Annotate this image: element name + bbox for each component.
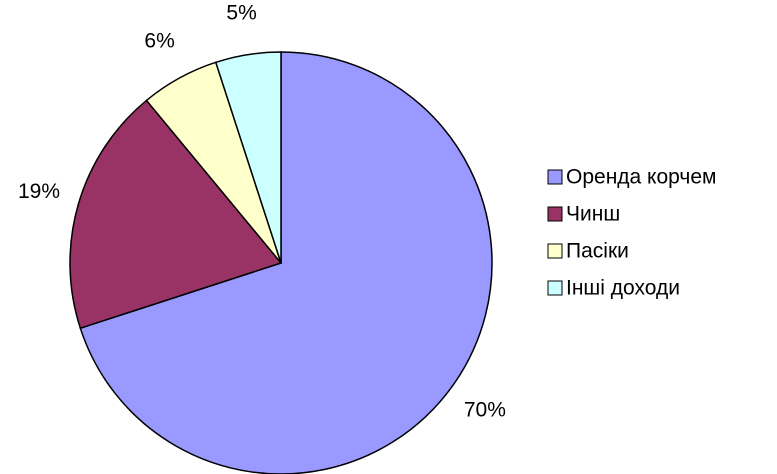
legend-swatch	[547, 169, 563, 185]
data-label: 19%	[18, 180, 60, 203]
legend-swatch	[547, 243, 563, 259]
legend-label: Інші доходи	[566, 277, 680, 300]
pie-slice	[214, 51, 282, 264]
legend-label: Оренда корчем	[566, 166, 716, 189]
pie-slice	[79, 51, 493, 474]
pie-slice	[69, 99, 283, 330]
legend-label: Чинш	[566, 203, 620, 226]
data-label: 5%	[226, 2, 256, 25]
legend-label: Пасіки	[566, 240, 629, 263]
data-label: 6%	[144, 30, 174, 53]
legend-swatch	[547, 280, 563, 296]
data-label: 70%	[464, 399, 506, 422]
legend-swatch	[547, 206, 563, 222]
